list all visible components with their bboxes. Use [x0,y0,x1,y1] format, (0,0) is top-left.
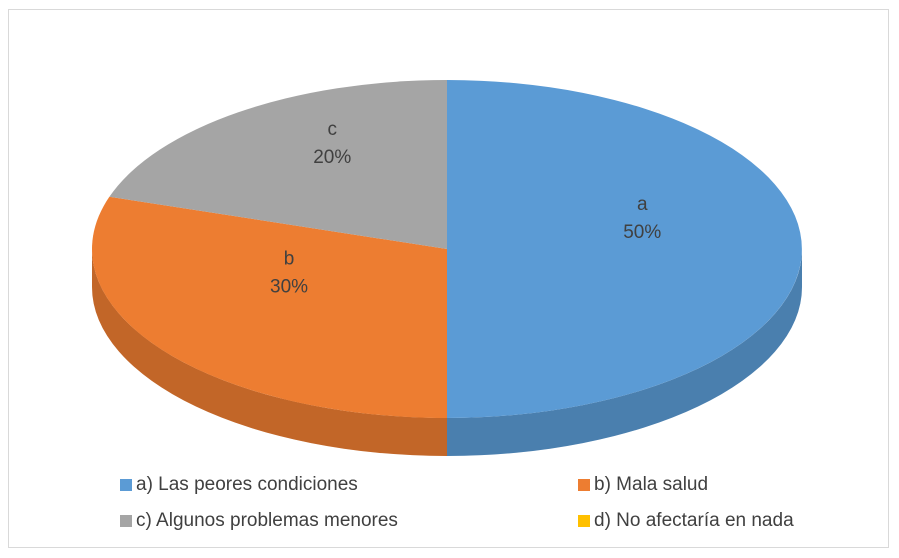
slice [109,80,447,249]
legend-label: d) No afectaría en nada [594,510,794,531]
slice-side-shade [447,249,802,456]
slice-side [92,249,447,456]
slice-side-shade [92,249,447,456]
slice-label: b [284,249,295,270]
slice-label: a [637,194,648,215]
legend-swatch [578,479,590,491]
slice-side [447,249,802,456]
slice [91,196,448,418]
slice-value-label: 50% [623,222,661,243]
legend-label: c) Algunos problemas menores [136,510,398,531]
legend-swatch [120,479,132,491]
slice [447,80,802,418]
slice-value-label: 20% [313,147,351,168]
legend-swatch [578,515,590,527]
legend-swatch [120,515,132,527]
legend-label: b) Mala salud [594,474,708,495]
slice-label: c [327,119,337,140]
slice-value-label: 30% [270,277,308,298]
legend-label: a) Las peores condiciones [136,474,358,495]
